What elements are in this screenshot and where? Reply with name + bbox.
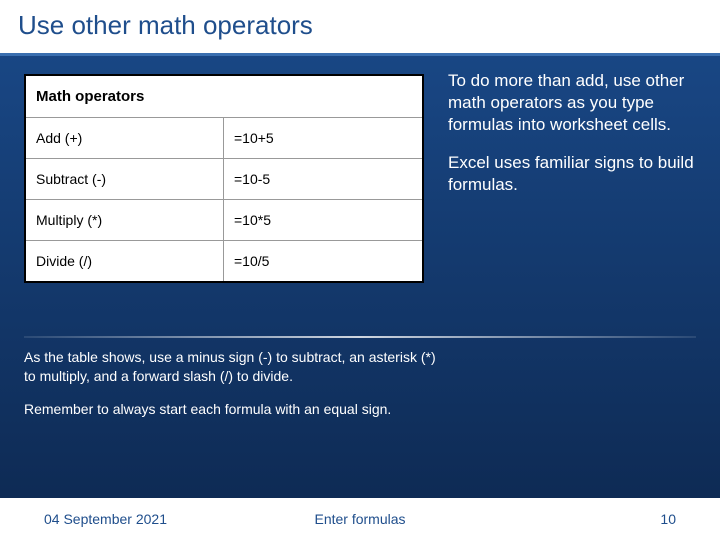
operators-table: Math operators Add (+) =10+5 Subtract (-… [24,74,424,283]
table-row: Add (+) =10+5 [26,117,422,158]
footer: 04 September 2021 Enter formulas 10 [0,498,720,540]
side-text: To do more than add, use other math oper… [448,70,698,212]
op-example: =10-5 [224,159,422,199]
content-area: Math operators Add (+) =10+5 Subtract (-… [0,56,720,496]
divider-line [24,336,696,338]
below-paragraph-2: Remember to always start each formula wi… [24,400,444,419]
below-paragraph-1: As the table shows, use a minus sign (-)… [24,348,444,386]
side-paragraph-1: To do more than add, use other math oper… [448,70,698,136]
footer-center: Enter formulas [314,511,405,527]
footer-date: 04 September 2021 [44,511,167,527]
slide-title: Use other math operators [18,10,702,41]
op-example: =10*5 [224,200,422,240]
below-text: As the table shows, use a minus sign (-)… [24,348,444,433]
table-row: Multiply (*) =10*5 [26,199,422,240]
side-paragraph-2: Excel uses familiar signs to build formu… [448,152,698,196]
op-name: Subtract (-) [26,159,224,199]
op-example: =10/5 [224,241,422,281]
table-header: Math operators [26,76,422,117]
title-bar: Use other math operators [0,0,720,56]
op-name: Add (+) [26,118,224,158]
footer-page: 10 [660,511,676,527]
op-name: Divide (/) [26,241,224,281]
op-name: Multiply (*) [26,200,224,240]
slide: Use other math operators Math operators … [0,0,720,540]
op-example: =10+5 [224,118,422,158]
table-row: Divide (/) =10/5 [26,240,422,281]
table-row: Subtract (-) =10-5 [26,158,422,199]
